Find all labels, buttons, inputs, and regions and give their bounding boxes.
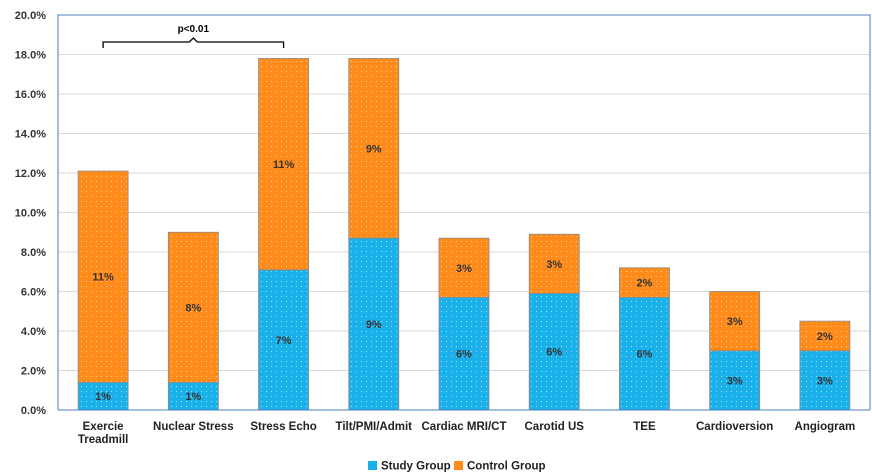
bar-control-group bbox=[709, 291, 761, 352]
data-label: 2% bbox=[817, 331, 833, 343]
x-category-label: Exercie bbox=[83, 421, 124, 433]
legend: Study Group Control Group bbox=[368, 461, 546, 473]
bar-study-group bbox=[709, 350, 761, 411]
x-category-label: Angiogram bbox=[795, 421, 856, 433]
data-label: 6% bbox=[636, 349, 652, 361]
data-label: 3% bbox=[727, 375, 743, 387]
legend-swatch-study bbox=[368, 461, 377, 470]
y-tick-label: 12.0% bbox=[15, 168, 46, 180]
bar-control-group bbox=[619, 267, 670, 298]
bar-study-group bbox=[438, 297, 490, 411]
y-tick-label: 4.0% bbox=[21, 326, 46, 338]
data-label: 3% bbox=[456, 263, 472, 275]
y-tick-label: 14.0% bbox=[15, 129, 46, 141]
bar-control-group bbox=[348, 58, 400, 239]
data-label: 7% bbox=[276, 335, 292, 347]
data-label: 8% bbox=[185, 302, 201, 314]
x-category-label: Stress Echo bbox=[250, 421, 316, 433]
bar-control-group bbox=[528, 233, 580, 294]
bars bbox=[77, 58, 851, 411]
bar-control-group bbox=[167, 231, 219, 383]
y-tick-label: 8.0% bbox=[21, 247, 46, 259]
bar-control-group bbox=[77, 170, 129, 383]
data-label: 1% bbox=[95, 391, 111, 403]
x-category-label: Tilt/PMI/Admit bbox=[336, 421, 413, 433]
y-tick-label: 18.0% bbox=[15, 50, 46, 62]
y-tick-label: 10.0% bbox=[15, 208, 46, 220]
bar-study-group bbox=[619, 297, 670, 411]
y-tick-label: 2.0% bbox=[21, 366, 46, 378]
data-label: 3% bbox=[546, 259, 562, 271]
plot-area-border bbox=[57, 14, 871, 411]
legend-label: Control Group bbox=[467, 461, 546, 473]
data-label: 3% bbox=[727, 316, 743, 328]
legend-label: Study Group bbox=[381, 461, 451, 473]
y-tick-label: 6.0% bbox=[21, 287, 46, 299]
data-label: 11% bbox=[92, 272, 114, 284]
y-tick-label: 0.0% bbox=[21, 405, 46, 417]
x-category-label: Cardioversion bbox=[696, 421, 773, 433]
data-label: 3% bbox=[817, 375, 833, 387]
data-label: 9% bbox=[366, 319, 382, 331]
significance-label: p<0.01 bbox=[178, 24, 210, 35]
y-axis-ticks: 0.0% 2.0% 4.0% 6.0% 8.0% 10.0% 12.0% 14.0% 16.0%… bbox=[15, 10, 46, 417]
x-category-label: Cardiac MRI/CT bbox=[422, 421, 507, 433]
x-category-label: Treadmill bbox=[78, 434, 129, 446]
bar-control-group bbox=[258, 58, 309, 271]
bar-control-group bbox=[438, 237, 490, 298]
data-label: 6% bbox=[456, 349, 472, 361]
y-tick-label: 16.0% bbox=[15, 89, 46, 101]
bar-study-group bbox=[799, 350, 851, 411]
data-labels: 1% 11% 1% 8% 7% 11% 9% 9% 6% 3% 6% 3% 6% 2% 3% 3% 3% 2% bbox=[92, 143, 833, 403]
data-label: 1% bbox=[185, 391, 201, 403]
data-label: 6% bbox=[546, 347, 562, 359]
data-label: 11% bbox=[273, 159, 295, 171]
data-label: 9% bbox=[366, 143, 382, 155]
x-category-label: Carotid US bbox=[525, 421, 585, 433]
bar-control-group bbox=[799, 320, 851, 352]
x-category-label: TEE bbox=[633, 421, 656, 433]
significance-annotation: p<0.01 bbox=[102, 24, 285, 48]
y-tick-label: 20.0% bbox=[15, 10, 46, 22]
significance-bracket bbox=[102, 37, 285, 48]
legend-swatch-control bbox=[454, 461, 463, 470]
x-category-label: Nuclear Stress bbox=[153, 421, 234, 433]
data-label: 2% bbox=[636, 278, 652, 290]
